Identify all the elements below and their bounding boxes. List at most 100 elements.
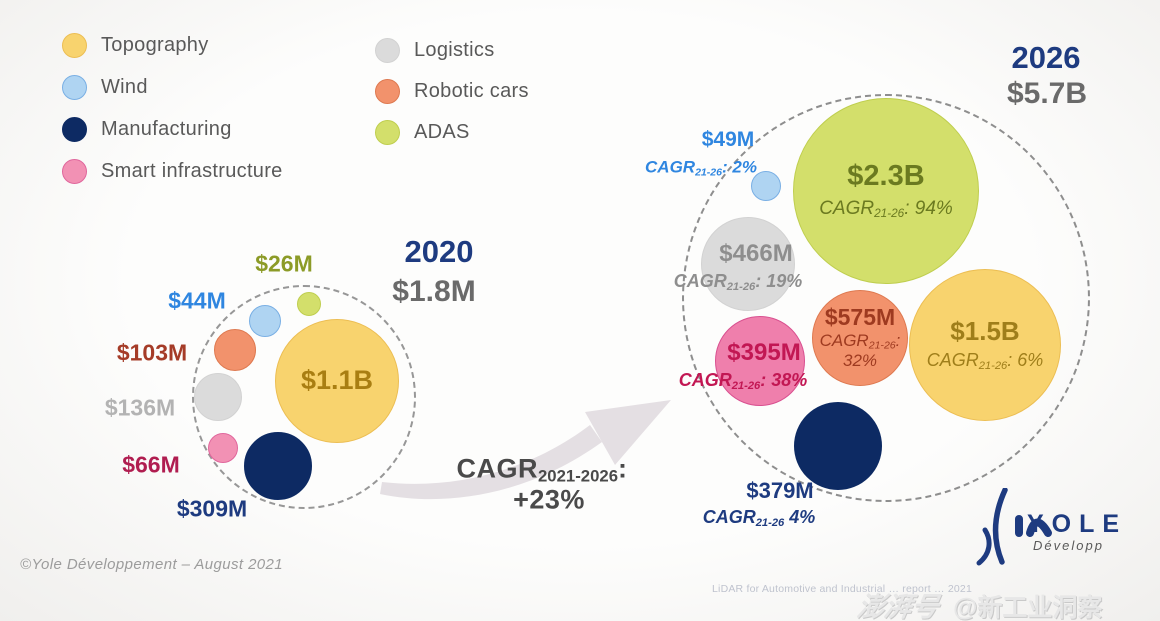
bubble-2020-logistics bbox=[194, 373, 242, 421]
cagr-text: CAGR bbox=[673, 271, 727, 292]
yole-logo: YOLE Développ bbox=[975, 487, 1155, 568]
manufacturing-color-dot bbox=[62, 117, 87, 142]
legend-label: Manufacturing bbox=[101, 118, 232, 140]
legend-item-manufacturing: Manufacturing bbox=[62, 117, 232, 142]
cagr-subscript: 21-26 bbox=[731, 379, 761, 392]
heading-year-2020: 2020 bbox=[404, 234, 474, 269]
label-2026-logistics-cagr: CAGR21-26: 19% bbox=[674, 271, 803, 293]
bubble-2026-adas: $2.3B CAGR21-26: 94% bbox=[793, 98, 979, 284]
cluster-2020-outline bbox=[192, 285, 416, 509]
cagr-value: 4% bbox=[784, 507, 816, 528]
cagr-subscript: 21-26 bbox=[755, 516, 785, 529]
legend-item-robotic-cars: Robotic cars bbox=[375, 79, 529, 104]
label-2020-adas-value: $26M bbox=[255, 250, 313, 277]
cagr-subscript: 2021-2026 bbox=[537, 466, 619, 486]
cagr-subscript: 21-26 bbox=[978, 359, 1008, 372]
legend-label: Robotic cars bbox=[414, 80, 529, 102]
bubble-2026-robotic-cars-cagr: CAGR21-26: bbox=[820, 331, 901, 352]
legend-label: Wind bbox=[101, 76, 148, 98]
cagr-value: : 6% bbox=[1007, 349, 1044, 370]
cagr-subscript: 21-26 bbox=[868, 339, 896, 352]
bubble-2026-wind bbox=[751, 171, 781, 201]
cagr-value: : 19% bbox=[755, 271, 803, 292]
transition-cagr-value: +23% bbox=[513, 484, 585, 515]
heading-total-2020: $1.8M bbox=[392, 275, 476, 308]
cagr-text: CAGR bbox=[926, 349, 979, 370]
label-2020-wind-value: $44M bbox=[168, 287, 226, 314]
cagr-text: CAGR bbox=[819, 198, 875, 220]
bubble-2020-wind bbox=[249, 305, 281, 337]
cluster-2026-outline bbox=[682, 94, 1090, 502]
bubble-2026-adas-cagr: CAGR21-26: 94% bbox=[819, 198, 953, 220]
label-2026-smart-infrastructure-value: $395M bbox=[727, 339, 801, 366]
robotic-cars-color-dot bbox=[375, 79, 400, 104]
bubble-2020-adas bbox=[297, 292, 321, 316]
bubble-2020-topography-value: $1.1B bbox=[300, 365, 374, 396]
bubble-2026-topography-value: $1.5B bbox=[950, 316, 1020, 347]
bubble-2020-robotic-cars bbox=[214, 329, 256, 371]
bubble-2020-topography: $1.1B bbox=[275, 319, 399, 443]
bubble-2026-manufacturing bbox=[794, 402, 882, 490]
legend-item-adas: ADAS bbox=[375, 120, 470, 145]
adas-color-dot bbox=[375, 120, 400, 145]
copyright-text: ©Yole Développement – August 2021 bbox=[20, 556, 284, 573]
label-2020-logistics-value: $136M bbox=[104, 394, 176, 421]
yole-brand-text: YOLE bbox=[1027, 510, 1128, 538]
bubble-2026-topography-cagr: CAGR21-26: 6% bbox=[927, 350, 1044, 373]
bubble-2026-smart-infrastructure bbox=[715, 316, 805, 406]
cagr-colon: : bbox=[618, 453, 628, 484]
legend-label: Logistics bbox=[414, 39, 495, 61]
legend-label: ADAS bbox=[414, 121, 470, 143]
bubble-2026-robotic-cars-value: $575M bbox=[824, 304, 896, 331]
label-2020-smart-infrastructure-value: $66M bbox=[122, 451, 180, 478]
wind-color-dot bbox=[62, 75, 87, 100]
bubble-2020-manufacturing bbox=[244, 432, 312, 500]
legend-item-smart-infrastructure: Smart infrastructure bbox=[62, 159, 283, 184]
logistics-color-dot bbox=[375, 38, 400, 63]
label-2026-manufacturing-value: $379M bbox=[746, 478, 814, 503]
yole-brand-subtext: Développ bbox=[1033, 538, 1104, 553]
cagr-text: CAGR bbox=[645, 157, 696, 177]
cagr-text: CAGR bbox=[456, 453, 538, 484]
legend-item-logistics: Logistics bbox=[375, 38, 495, 63]
watermark: 澎湃号 @新工业洞察 bbox=[854, 585, 1103, 621]
watermark-account: @新工业洞察 bbox=[953, 594, 1103, 621]
cagr-value: : 94% bbox=[904, 198, 953, 220]
label-2026-logistics-value: $466M bbox=[719, 240, 793, 267]
bubble-2026-robotic-cars: $575M CAGR21-26: 32% bbox=[812, 290, 908, 386]
label-2020-robotic-cars-value: $103M bbox=[116, 339, 188, 366]
transition-cagr-label: CAGR2021-2026: bbox=[456, 453, 627, 486]
cagr-text: CAGR bbox=[702, 507, 756, 528]
cagr-value: : 38% bbox=[760, 370, 808, 391]
bubble-2026-topography: $1.5B CAGR21-26: 6% bbox=[909, 269, 1061, 421]
label-2026-wind-cagr: CAGR21-26: 2% bbox=[645, 158, 757, 179]
smart-infrastructure-color-dot bbox=[62, 159, 87, 184]
label-2026-manufacturing-cagr: CAGR21-26 4% bbox=[703, 507, 816, 529]
heading-total-2026: $5.7B bbox=[1006, 77, 1088, 110]
yole-swoosh-icon bbox=[976, 487, 1052, 566]
label-2026-wind-value: $49M bbox=[701, 128, 755, 151]
bubble-2026-logistics bbox=[701, 217, 795, 311]
cagr-colon: : bbox=[895, 330, 901, 350]
label-2026-smart-infrastructure-cagr: CAGR21-26: 38% bbox=[679, 370, 808, 392]
cagr-value: : 2% bbox=[722, 157, 757, 177]
label-2020-manufacturing-value: $309M bbox=[176, 495, 248, 522]
source-caption: LiDAR for Automotive and Industrial … re… bbox=[712, 583, 972, 595]
legend-item-wind: Wind bbox=[62, 75, 148, 100]
bubble-2026-adas-value: $2.3B bbox=[847, 160, 925, 193]
bubble-2026-robotic-cars-cagr-value: 32% bbox=[842, 351, 878, 371]
cagr-text: CAGR bbox=[678, 370, 732, 391]
legend-item-topography: Topography bbox=[62, 33, 209, 58]
heading-year-2026: 2026 bbox=[1011, 40, 1081, 75]
legend-label: Topography bbox=[101, 34, 209, 56]
bubble-2020-smart-infrastructure bbox=[208, 433, 238, 463]
watermark-platform-logo: 澎湃号 bbox=[854, 592, 942, 621]
cagr-subscript: 21-26 bbox=[726, 280, 756, 293]
cagr-text: CAGR bbox=[819, 330, 869, 350]
growth-arrow-icon bbox=[380, 400, 671, 500]
cagr-subscript: 21-26 bbox=[695, 166, 723, 179]
cagr-subscript: 21-26 bbox=[874, 207, 905, 221]
legend-label: Smart infrastructure bbox=[101, 160, 283, 182]
topography-color-dot bbox=[62, 33, 87, 58]
